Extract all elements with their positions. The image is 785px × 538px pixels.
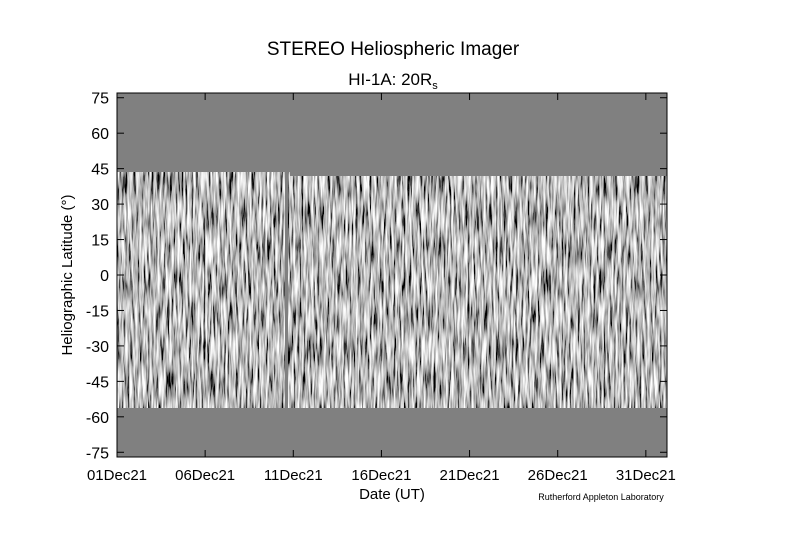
- x-tick-label: 11Dec21: [264, 467, 323, 484]
- y-axis-label: Heliographic Latitude (°): [59, 194, 76, 355]
- y-tick-label: -45: [86, 374, 109, 391]
- x-tick-label: 21Dec21: [440, 467, 500, 484]
- y-tick-label: 0: [100, 268, 109, 285]
- subtitle-subscript: s: [432, 80, 438, 92]
- x-tick-label: 26Dec21: [528, 467, 588, 484]
- y-tick-label: -75: [86, 445, 109, 462]
- y-tick-label: 30: [91, 197, 109, 214]
- x-tick-label: 31Dec21: [616, 467, 676, 484]
- x-tick-label: 06Dec21: [175, 467, 235, 484]
- y-tick-label: 75: [91, 91, 109, 108]
- x-axis-label: Date (UT): [359, 486, 425, 503]
- data-region: [117, 172, 667, 408]
- subtitle-text: HI-1A: 20R: [348, 70, 432, 89]
- plot-area: [116, 92, 668, 458]
- x-tick-label: 01Dec21: [87, 467, 147, 484]
- y-tick-label: -60: [86, 410, 109, 427]
- chart-subtitle: HI-1A: 20Rs: [348, 70, 438, 92]
- data-gap: [285, 172, 288, 408]
- y-tick-label: 45: [91, 162, 109, 179]
- upper-mask: [290, 172, 667, 176]
- y-tick-label: -30: [86, 339, 109, 356]
- chart-title: STEREO Heliospheric Imager: [267, 39, 520, 60]
- credit: Rutherford Appleton Laboratory: [538, 492, 664, 502]
- y-tick-label: 60: [91, 126, 109, 143]
- y-tick-label: -15: [86, 303, 109, 320]
- x-tick-label: 16Dec21: [351, 467, 411, 484]
- y-tick-label: 15: [91, 233, 109, 250]
